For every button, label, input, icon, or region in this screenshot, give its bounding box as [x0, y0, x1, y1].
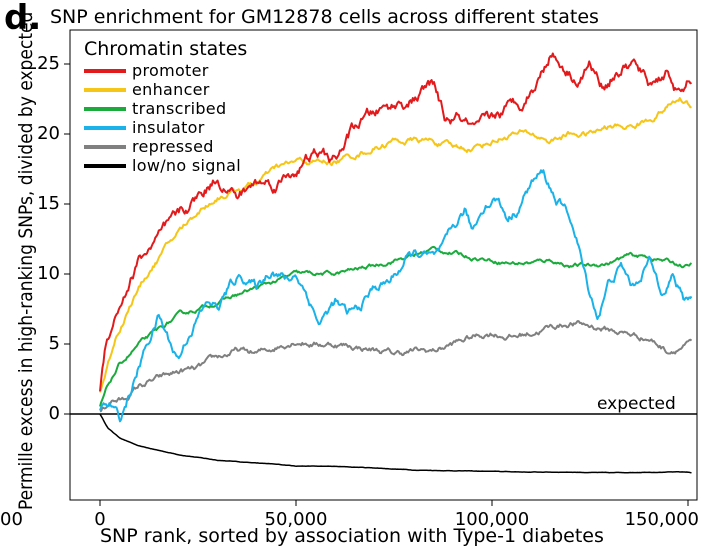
legend: Chromatin states promoter enhancer transcr…	[84, 38, 247, 175]
x-tick-label: 100,000	[454, 509, 530, 530]
y-tick-label: 0	[48, 403, 60, 424]
legend-title: Chromatin states	[84, 38, 248, 60]
x-tick-label: 0	[94, 509, 106, 530]
legend-item: promoter	[84, 61, 247, 80]
chart-title: SNP enrichment for GM12878 cells across …	[50, 6, 599, 28]
series-line-enhancer	[99, 97, 692, 393]
series-line-repressed	[99, 320, 693, 413]
x-tick-label-clipped: 00	[0, 509, 23, 530]
series-line-low-no-signal	[99, 413, 692, 474]
x-tick-label: 150,000	[624, 509, 699, 530]
x-axis-label: SNP rank, sorted by association with Typ…	[100, 525, 604, 547]
expected-label: expected	[597, 394, 676, 414]
series-line-promoter	[99, 52, 693, 392]
legend-item: transcribed	[84, 99, 247, 118]
legend-swatch	[84, 106, 126, 111]
y-tick-label: 20	[37, 123, 60, 144]
legend-label: enhancer	[132, 80, 210, 99]
legend-item: repressed	[84, 137, 247, 156]
y-tick-label: 5	[48, 333, 60, 354]
plot-border	[69, 29, 698, 501]
legend-swatch	[84, 125, 126, 130]
legend-label: transcribed	[132, 99, 227, 118]
legend-item: insulator	[84, 118, 247, 137]
legend-label: repressed	[132, 137, 214, 156]
legend-item: low/no signal	[84, 156, 247, 175]
legend-label: promoter	[132, 61, 209, 80]
legend-label: insulator	[132, 118, 205, 137]
series-line-insulator	[99, 169, 693, 423]
panel-letter: d.	[4, 0, 42, 38]
x-tick-label: 50,000	[264, 509, 328, 530]
legend-swatch	[84, 163, 126, 168]
series-line-transcribed	[99, 245, 693, 407]
y-tick-label: 10	[37, 263, 60, 284]
legend-swatch	[84, 144, 126, 149]
legend-swatch	[84, 87, 126, 92]
legend-swatch	[84, 68, 126, 73]
legend-label: low/no signal	[132, 156, 241, 175]
legend-item: enhancer	[84, 80, 247, 99]
y-tick-label: 15	[37, 193, 60, 214]
y-tick-label: 25	[37, 53, 60, 74]
